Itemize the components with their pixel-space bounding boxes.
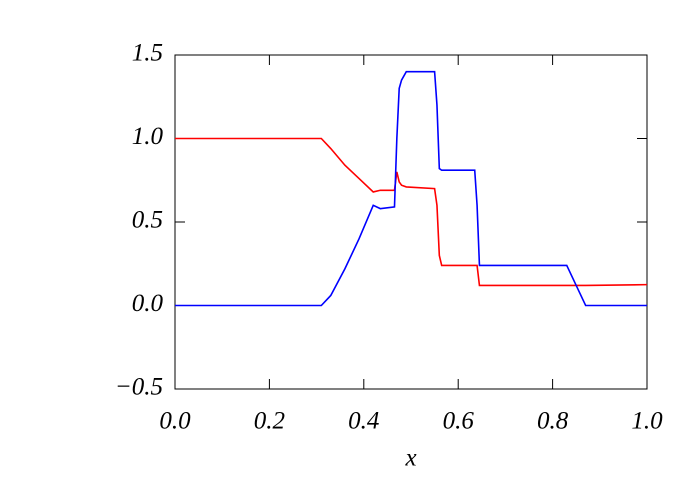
y-tick-label: 0.5 (132, 207, 163, 234)
line-series (175, 137, 648, 287)
line-series (175, 70, 647, 307)
x-tick-label: 1.0 (631, 408, 663, 435)
y-tick-label: 1.5 (132, 40, 163, 67)
x-axis-label: x (404, 445, 416, 472)
y-tick-label: 1.0 (132, 123, 164, 150)
x-tick-label: 0.8 (537, 408, 569, 435)
x-tick-label: 0.6 (443, 408, 475, 435)
x-tick-label: 0.0 (159, 408, 191, 435)
y-tick-label: −0.5 (115, 374, 163, 401)
x-tick-label: 0.2 (254, 408, 285, 435)
y-tick-label: 0.0 (132, 290, 164, 317)
x-tick-label: 0.4 (348, 408, 379, 435)
plot-frame (174, 54, 648, 390)
